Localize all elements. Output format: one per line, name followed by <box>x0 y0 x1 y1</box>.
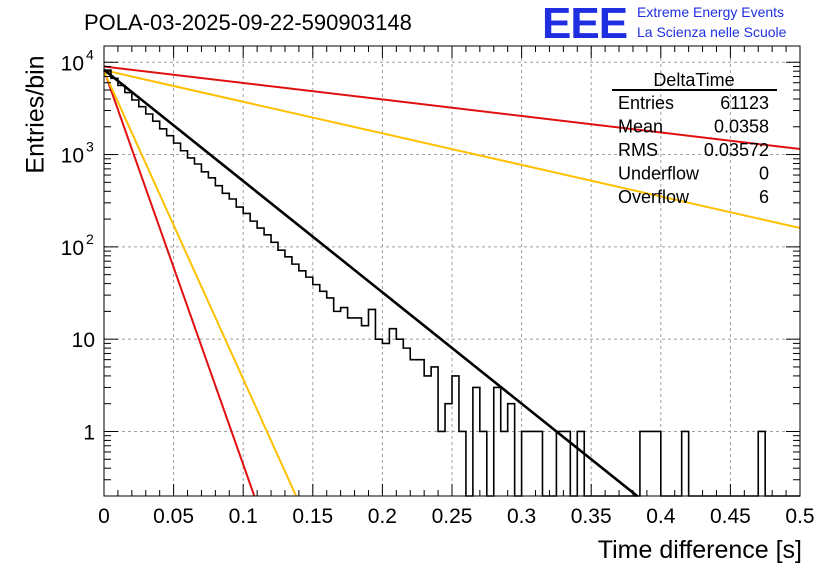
logo-line-2: La Scienza nelle Scuole <box>637 24 787 40</box>
curves <box>103 65 801 497</box>
stats-value: 61123 <box>720 93 769 113</box>
fit-line <box>103 68 638 498</box>
x-tick-label: 0.05 <box>153 505 194 528</box>
stats-box: DeltaTime Entries 61123 Mean 0.0358 RMS 0.0357… <box>612 70 777 207</box>
grid <box>104 46 800 496</box>
stats-value: 0 <box>759 164 769 184</box>
model-curve-red <box>103 69 256 497</box>
x-tick-label: 0.5 <box>785 505 814 528</box>
stats-value: 0.03572 <box>704 140 769 160</box>
x-axis-label: Time difference [s] <box>597 536 802 564</box>
eee-logo[interactable]: EEE <box>542 0 628 48</box>
model-curve-orange <box>103 69 801 230</box>
x-tick-labels: 0 0.05 0.1 0.15 0.2 0.25 0.3 0.35 0.4 0.45 0.5 <box>98 505 814 528</box>
x-tick-label: 0.45 <box>710 505 751 528</box>
x-tick-label: 0.3 <box>507 505 536 528</box>
model-curve-orange <box>103 70 298 497</box>
histogram-steps <box>104 69 800 497</box>
x-tick-label: 0.35 <box>571 505 612 528</box>
y-axis-label: Entries/bin <box>21 55 50 174</box>
page-title: POLA-03-2025-09-22-590903148 <box>84 10 412 35</box>
x-tick-label: 0.25 <box>432 505 473 528</box>
exponential-fit-line <box>103 68 638 498</box>
stats-label: RMS <box>618 140 658 160</box>
y-tick-label: 10 <box>61 52 84 75</box>
y-tick-exponent: 2 <box>86 231 94 247</box>
stats-value: 6 <box>759 187 769 207</box>
stats-label: Mean <box>618 117 663 137</box>
axis-ticks <box>103 46 801 497</box>
y-tick-label: 10 <box>61 145 84 168</box>
logo-line-1: Extreme Energy Events <box>637 4 785 20</box>
stats-title: DeltaTime <box>653 70 734 90</box>
y-tick-exponent: 3 <box>86 139 94 155</box>
x-tick-label: 0.1 <box>229 505 258 528</box>
stats-label: Overflow <box>618 187 690 207</box>
x-tick-label: 0.4 <box>646 505 676 528</box>
y-tick-label: 10 <box>61 237 84 260</box>
y-tick-label: 10 <box>72 329 95 352</box>
y-tick-label: 1 <box>83 421 95 444</box>
x-tick-label: 0 <box>98 505 110 528</box>
model-curve-red <box>103 65 801 150</box>
x-tick-label: 0.15 <box>292 505 333 528</box>
stats-value: 0.0358 <box>714 117 769 137</box>
histogram <box>104 69 800 497</box>
x-tick-label: 0.2 <box>368 505 397 528</box>
stats-label: Entries <box>618 93 674 113</box>
y-tick-exponent: 4 <box>86 46 94 62</box>
stats-label: Underflow <box>618 164 700 184</box>
